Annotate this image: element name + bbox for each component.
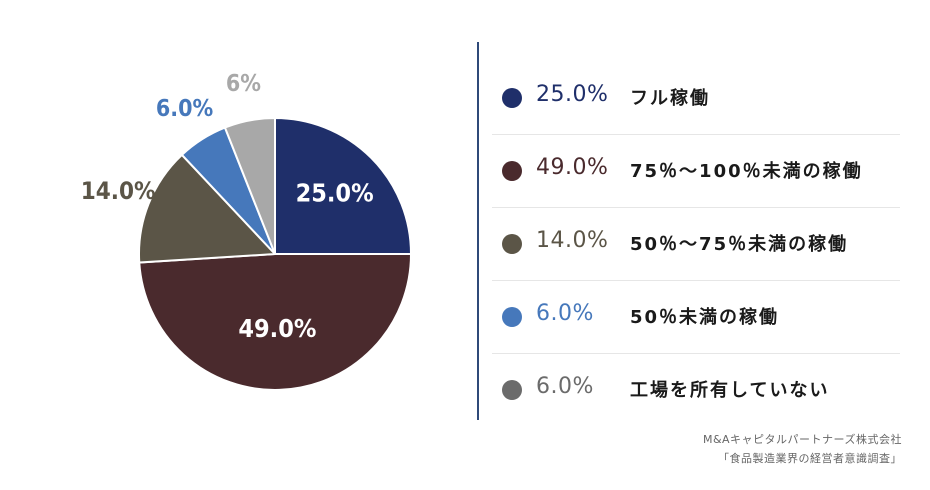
- legend-item-no-factory: 6.0% 工場を所有していない: [492, 354, 900, 426]
- legend-percent: 6.0%: [536, 374, 594, 399]
- legend-item-full: 25.0% フル稼働: [492, 62, 900, 135]
- pie-slice-label: 49.0%: [238, 314, 316, 343]
- legend: 25.0% フル稼働 49.0% 75％～100％未満の稼働 14.0% 50％…: [492, 62, 900, 426]
- pie-slices: [138, 116, 413, 391]
- pie-slice: [138, 153, 278, 264]
- legend-label: 75％～100％未満の稼働: [630, 161, 863, 182]
- legend-item-50-75: 14.0% 50％～75％未満の稼働: [492, 208, 900, 281]
- legend-label: 50％～75％未満の稼働: [630, 234, 849, 255]
- source-company: M&Aキャピタルパートナーズ株式会社: [702, 433, 902, 446]
- legend-label: 50％未満の稼働: [630, 307, 780, 328]
- legend-dot: [502, 234, 522, 254]
- legend-percent: 14.0%: [536, 228, 609, 253]
- legend-dot: [502, 380, 522, 400]
- pie-chart: 25.0% 49.0% 14.0% 6.0% 6%: [81, 71, 413, 391]
- legend-percent: 6.0%: [536, 301, 594, 326]
- legend-percent: 49.0%: [536, 155, 609, 180]
- legend-percent: 25.0%: [536, 82, 609, 107]
- legend-dot: [502, 307, 522, 327]
- pie-slice-label: 6%: [226, 71, 261, 97]
- source-survey: 「食品製造業界の経営者意識調査」: [718, 452, 902, 465]
- legend-dot: [502, 161, 522, 181]
- pie-slice: [223, 116, 276, 255]
- pie-slice: [138, 253, 413, 391]
- legend-label: 工場を所有していない: [630, 380, 830, 401]
- legend-dot: [502, 88, 522, 108]
- legend-item-under-50: 6.0% 50％未満の稼働: [492, 281, 900, 354]
- pie-slice-label: 14.0%: [81, 177, 156, 205]
- pie-slice: [274, 116, 413, 255]
- pie-slice-label: 6.0%: [156, 96, 214, 122]
- pie-labels: 25.0% 49.0% 14.0% 6.0% 6%: [81, 71, 374, 343]
- divider-line: [477, 42, 479, 420]
- legend-label: フル稼働: [630, 88, 710, 109]
- legend-item-75-100: 49.0% 75％～100％未満の稼働: [492, 135, 900, 208]
- pie-slice-label: 25.0%: [296, 178, 374, 207]
- source-note: M&Aキャピタルパートナーズ株式会社 「食品製造業界の経営者意識調査」: [703, 430, 902, 468]
